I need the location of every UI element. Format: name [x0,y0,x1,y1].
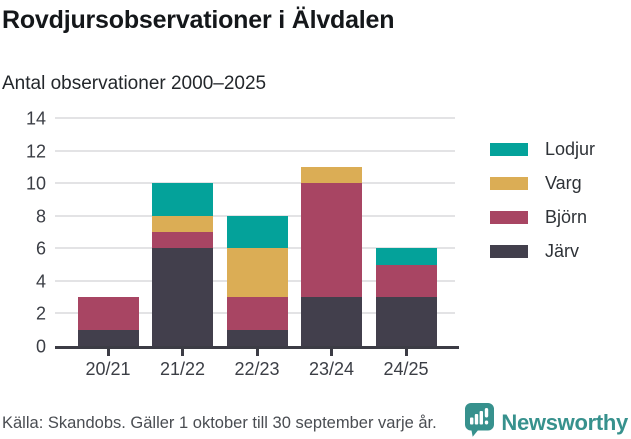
bar-segment-lodjur-24-25 [375,248,437,265]
x-axis-tick-label: 22/23 [234,359,280,379]
y-axis-tick-label: 8 [35,206,46,227]
y-axis-tick-label: 6 [35,238,46,259]
legend-label: Järv [545,241,580,261]
bar-segment-järv-23-24 [301,297,362,346]
bar-segment-varg-23-24 [301,166,362,184]
legend-item-järv: Järv [490,241,595,262]
bar-segment-björn-22-23 [226,297,288,330]
newsworthy-bubble-chart-icon [465,403,495,437]
x-axis-tick [330,349,333,356]
bar-segment-björn-24-25 [375,264,437,298]
x-axis-tick-label: 23/24 [308,359,355,379]
bar-segment-björn-23-24 [301,183,362,298]
legend-label: Björn [545,207,588,227]
newsworthy-logo: Newsworthy [465,403,628,437]
bar-segment-varg-21-22 [152,215,213,232]
legend: Lodjur Varg Björn Järv [490,139,595,262]
legend-swatch-varg [490,177,528,190]
legend-item-varg: Varg [490,173,595,194]
y-axis-tick-label: 4 [35,271,46,292]
bar-segment-lodjur-22-23 [226,215,288,249]
y-axis-tick-label: 0 [35,336,46,357]
chart-subtitle: Antal observationer 2000–2025 [2,73,267,94]
bar-segment-järv-20-21 [77,329,139,346]
bar-segment-järv-21-22 [152,248,213,346]
x-axis-tick [181,349,184,356]
legend-swatch-lodjur [490,143,528,156]
gridline-y12 [55,149,455,152]
x-axis-tick [404,349,408,356]
legend-item-lodjur: Lodjur [490,139,595,160]
legend-label: Varg [545,173,582,193]
y-axis-tick-label: 2 [35,303,46,324]
y-axis-tick-label: 10 [25,173,46,194]
legend-label: Lodjur [545,139,596,159]
bar-segment-björn-21-22 [152,232,213,249]
bar-segment-lodjur-21-22 [152,183,213,216]
x-axis-line [55,346,459,349]
bar-segment-björn-20-21 [77,297,139,330]
source-note: Källa: Skandobs. Gäller 1 oktober till 3… [2,414,437,432]
gridline-y14 [55,117,455,119]
legend-swatch-björn [490,211,528,224]
bar-segment-järv-22-23 [226,329,288,346]
chart-title: Rovdjursobservationer i Älvdalen [2,6,395,34]
y-axis-tick-label: 12 [25,141,46,162]
y-axis-tick-label: 14 [25,108,46,129]
x-axis-tick-label: 21/22 [159,359,206,379]
x-axis-tick [255,349,259,356]
legend-swatch-järv [490,245,528,258]
x-axis-tick-label: 24/25 [383,359,429,379]
bar-segment-varg-22-23 [226,248,288,298]
x-axis-tick-label: 20/21 [85,359,131,379]
brand-name: Newsworthy [501,410,628,435]
gridline-y10 [55,182,455,185]
bar-segment-järv-24-25 [375,297,437,346]
legend-item-björn: Björn [490,207,595,228]
x-axis-tick [106,349,110,356]
